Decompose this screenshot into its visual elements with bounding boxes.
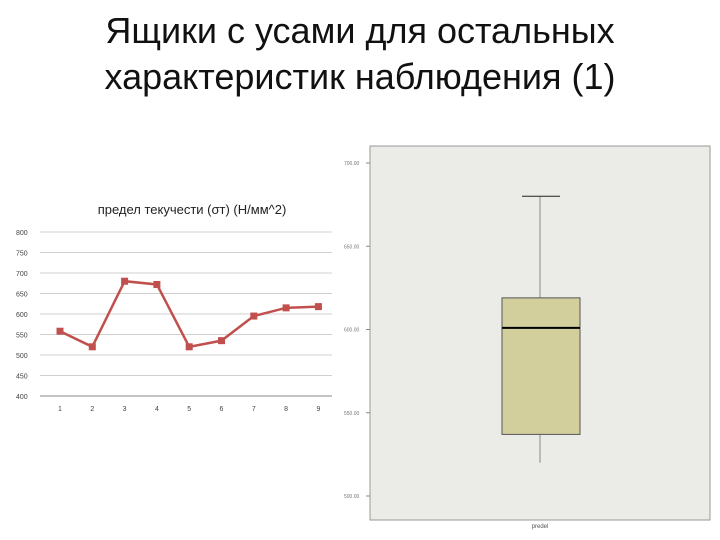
line-chart-panel: предел текучести (σт) (Н/мм^2) 400 450 500…	[10, 188, 340, 420]
box-plot-x-label: predel	[532, 524, 549, 530]
box-y-tick-label: 500.00	[344, 494, 360, 500]
box-y-tick-label: 650.00	[344, 244, 360, 250]
box-y-tick-label: 550.00	[344, 411, 360, 417]
box-y-tick-label: 700.00	[344, 161, 360, 167]
line-chart-grid	[40, 231, 332, 397]
line-point-marker	[185, 343, 193, 351]
line-point-marker	[56, 327, 64, 335]
line-x-tick-label: 4	[155, 406, 159, 413]
line-y-tick-label: 450	[16, 374, 28, 381]
line-y-tick-label: 650	[16, 292, 28, 299]
line-point-marker	[218, 337, 225, 345]
box-plot-panel: 500.00 550.00 600.00 650.00 700.00 predel	[344, 145, 711, 530]
line-chart-title: предел текучести (σт) (Н/мм^2)	[98, 202, 287, 217]
line-y-tick-label: 600	[16, 312, 28, 319]
line-x-tick-label: 3	[123, 406, 127, 413]
slide-title: Ящики с усами для остальных характеристи…	[0, 8, 720, 100]
box-iqr	[501, 297, 581, 435]
line-chart-background	[10, 188, 340, 420]
line-chart-x-axis: 1 2 3 4 5 6 7 8 9	[58, 406, 320, 413]
line-point-marker	[121, 277, 129, 285]
line-point-marker	[250, 312, 258, 320]
box-plot-y-axis: 500.00 550.00 600.00 650.00 700.00	[344, 161, 370, 500]
line-x-tick-label: 7	[252, 406, 256, 413]
line-point-marker	[88, 343, 96, 351]
line-x-tick-label: 5	[187, 406, 191, 413]
slide-title-line-2: характеристик наблюдения (1)	[104, 56, 616, 97]
line-y-tick-label: 500	[16, 353, 28, 360]
line-point-marker	[153, 280, 161, 288]
slide-title-line-1: Ящики с усами для остальных	[105, 10, 615, 51]
line-x-tick-label: 2	[90, 406, 94, 413]
line-chart-y-axis: 400 450 500 550 600 650 700 750 800	[16, 230, 28, 401]
line-x-tick-label: 9	[316, 406, 320, 413]
line-x-tick-label: 1	[58, 406, 62, 413]
box-plot-marks	[501, 195, 581, 463]
line-x-tick-label: 8	[284, 406, 288, 413]
line-y-tick-label: 750	[16, 251, 28, 258]
line-point-marker	[314, 303, 322, 311]
line-y-tick-label: 700	[16, 271, 28, 278]
line-x-tick-label: 6	[220, 406, 224, 413]
line-chart-series	[56, 277, 322, 351]
line-point-marker	[282, 304, 290, 312]
line-y-tick-label: 800	[16, 230, 28, 237]
box-y-tick-label: 600.00	[344, 328, 360, 334]
line-y-tick-label: 400	[16, 394, 28, 401]
line-y-tick-label: 550	[16, 333, 28, 340]
